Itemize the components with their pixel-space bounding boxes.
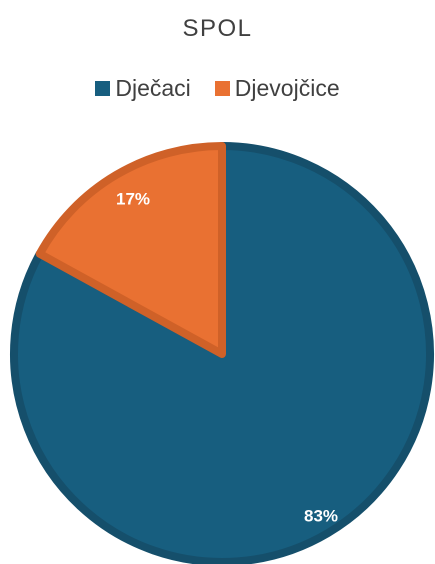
pie-slice-djevojcice xyxy=(35,142,226,358)
data-label-djevojcice: 17% xyxy=(116,189,150,208)
legend: Dječaci Djevojčice xyxy=(0,75,435,102)
legend-swatch-djecaci xyxy=(95,81,111,96)
chart-title: SPOL xyxy=(182,15,253,42)
legend-label-djevojcice: Djevojčice xyxy=(234,75,340,101)
legend-item-djecaci: Dječaci xyxy=(95,75,191,102)
pie-slices xyxy=(10,142,434,564)
data-label-djecaci: 83% xyxy=(304,506,338,525)
legend-item-djevojcice: Djevojčice xyxy=(214,75,340,102)
legend-label-djecaci: Dječaci xyxy=(115,75,191,101)
legend-swatch-djevojcice xyxy=(214,81,230,96)
pie-labels: 83% 17% xyxy=(116,189,338,525)
